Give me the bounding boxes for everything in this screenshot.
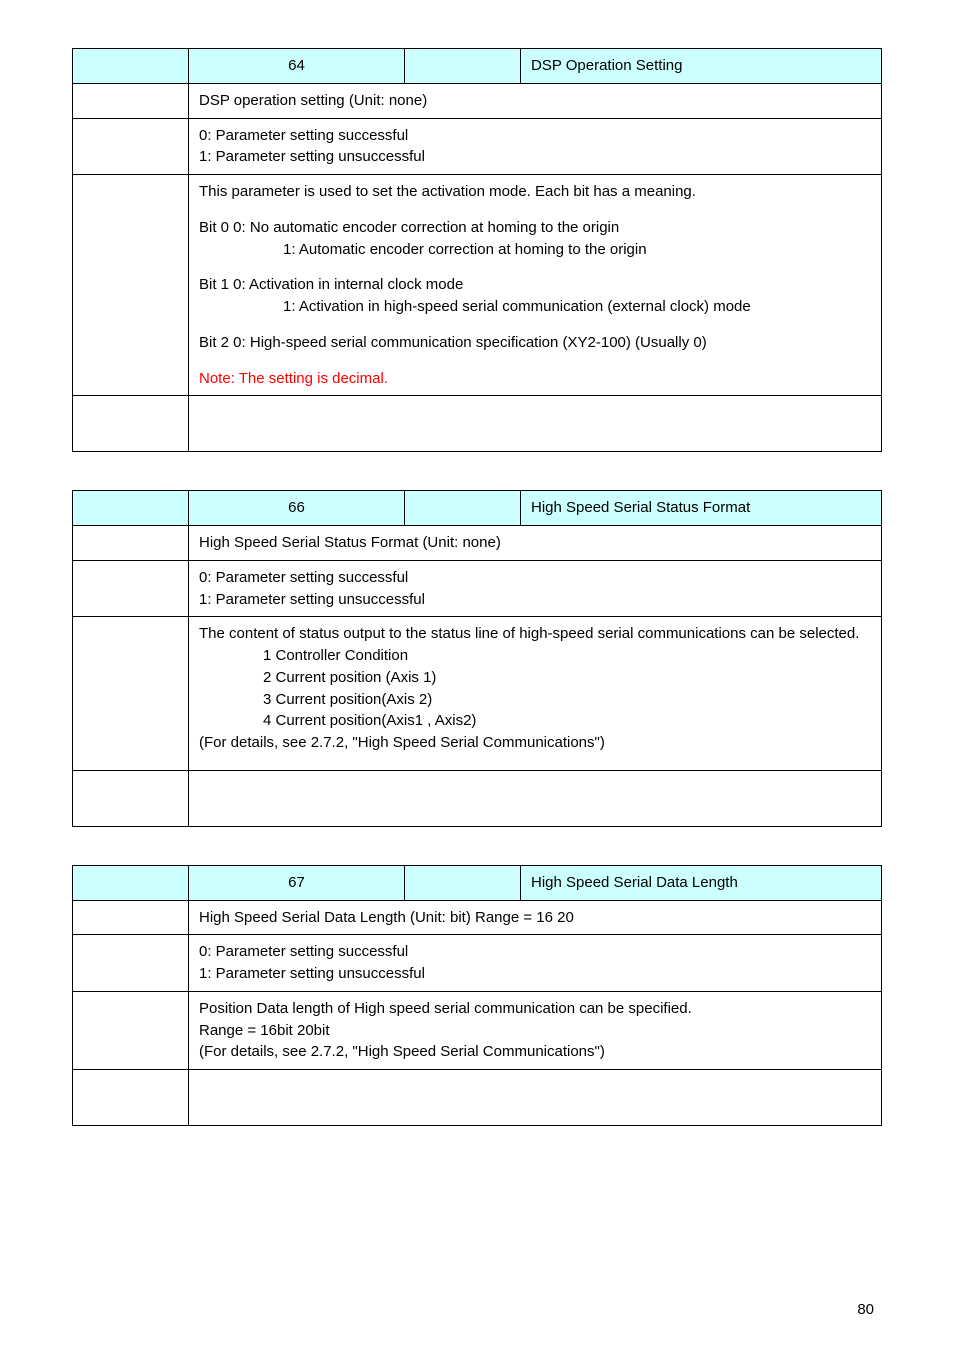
status-cell: 0: Parameter setting successful 1: Param… bbox=[189, 118, 882, 175]
unit-cell: DSP operation setting (Unit: none) bbox=[189, 83, 882, 118]
status-success: 0: Parameter setting successful bbox=[199, 941, 871, 963]
row-label bbox=[73, 560, 189, 617]
empty-cell bbox=[189, 396, 882, 452]
row-label bbox=[73, 175, 189, 396]
row-label bbox=[73, 900, 189, 935]
row-label bbox=[73, 83, 189, 118]
row-label bbox=[73, 1070, 189, 1126]
row-label bbox=[73, 617, 189, 771]
table-row: The content of status output to the stat… bbox=[73, 617, 882, 771]
table-row: 0: Parameter setting successful 1: Param… bbox=[73, 560, 882, 617]
row-label bbox=[73, 770, 189, 826]
desc-line2: Range = 16bit 20bit bbox=[199, 1020, 871, 1042]
status-cell: 0: Parameter setting successful 1: Param… bbox=[189, 935, 882, 992]
header-empty-mid bbox=[405, 865, 521, 900]
header-empty-left bbox=[73, 865, 189, 900]
table-row bbox=[73, 396, 882, 452]
desc-intro: This parameter is used to set the activa… bbox=[199, 181, 871, 203]
table-header-row: 66 High Speed Serial Status Format bbox=[73, 491, 882, 526]
unit-cell: High Speed Serial Data Length (Unit: bit… bbox=[189, 900, 882, 935]
table-header-row: 67 High Speed Serial Data Length bbox=[73, 865, 882, 900]
desc-footer: (For details, see 2.7.2, "High Speed Ser… bbox=[199, 732, 871, 754]
empty-cell bbox=[189, 1070, 882, 1126]
description-cell: This parameter is used to set the activa… bbox=[189, 175, 882, 396]
spacer bbox=[199, 260, 871, 274]
header-param-number: 66 bbox=[189, 491, 405, 526]
bit1-line2: 1: Activation in high-speed serial commu… bbox=[199, 296, 871, 318]
table-row: This parameter is used to set the activa… bbox=[73, 175, 882, 396]
desc-line1: Position Data length of High speed seria… bbox=[199, 998, 871, 1020]
page-number: 80 bbox=[857, 1301, 874, 1318]
header-param-title: DSP Operation Setting bbox=[521, 49, 882, 84]
description-cell: Position Data length of High speed seria… bbox=[189, 991, 882, 1069]
table-row: DSP operation setting (Unit: none) bbox=[73, 83, 882, 118]
spacer bbox=[199, 354, 871, 368]
note-text: Note: The setting is decimal. bbox=[199, 368, 871, 390]
table-64: 64 DSP Operation Setting DSP operation s… bbox=[72, 48, 882, 452]
unit-cell: High Speed Serial Status Format (Unit: n… bbox=[189, 526, 882, 561]
table-row: 0: Parameter setting successful 1: Param… bbox=[73, 118, 882, 175]
table-row bbox=[73, 1070, 882, 1126]
header-param-title: High Speed Serial Status Format bbox=[521, 491, 882, 526]
desc-line3: (For details, see 2.7.2, "High Speed Ser… bbox=[199, 1041, 871, 1063]
header-empty-left bbox=[73, 491, 189, 526]
status-failure: 1: Parameter setting unsuccessful bbox=[199, 146, 871, 168]
bit0-line1: Bit 0 0: No automatic encoder correction… bbox=[199, 217, 871, 239]
status-cell: 0: Parameter setting successful 1: Param… bbox=[189, 560, 882, 617]
desc-intro: The content of status output to the stat… bbox=[199, 623, 871, 645]
bit0-line2: 1: Automatic encoder correction at homin… bbox=[199, 239, 871, 261]
status-failure: 1: Parameter setting unsuccessful bbox=[199, 963, 871, 985]
list-item-3: 3 Current position(Axis 2) bbox=[199, 689, 871, 711]
status-failure: 1: Parameter setting unsuccessful bbox=[199, 589, 871, 611]
status-success: 0: Parameter setting successful bbox=[199, 125, 871, 147]
table-67: 67 High Speed Serial Data Length High Sp… bbox=[72, 865, 882, 1126]
header-empty-mid bbox=[405, 491, 521, 526]
spacer bbox=[199, 318, 871, 332]
table-row: High Speed Serial Status Format (Unit: n… bbox=[73, 526, 882, 561]
table-row: 0: Parameter setting successful 1: Param… bbox=[73, 935, 882, 992]
table-row: Position Data length of High speed seria… bbox=[73, 991, 882, 1069]
spacer bbox=[199, 203, 871, 217]
table-header-row: 64 DSP Operation Setting bbox=[73, 49, 882, 84]
bit2-line: Bit 2 0: High-speed serial communication… bbox=[199, 332, 871, 354]
row-label bbox=[73, 118, 189, 175]
parameter-table-66: 66 High Speed Serial Status Format High … bbox=[72, 490, 882, 827]
parameter-table-64: 64 DSP Operation Setting DSP operation s… bbox=[72, 48, 882, 452]
parameter-table-67: 67 High Speed Serial Data Length High Sp… bbox=[72, 865, 882, 1126]
header-param-title: High Speed Serial Data Length bbox=[521, 865, 882, 900]
table-66: 66 High Speed Serial Status Format High … bbox=[72, 490, 882, 827]
header-empty-mid bbox=[405, 49, 521, 84]
list-item-1: 1 Controller Condition bbox=[199, 645, 871, 667]
table-row bbox=[73, 770, 882, 826]
list-item-4: 4 Current position(Axis1 , Axis2) bbox=[199, 710, 871, 732]
row-label bbox=[73, 526, 189, 561]
description-cell: The content of status output to the stat… bbox=[189, 617, 882, 771]
header-param-number: 67 bbox=[189, 865, 405, 900]
row-label bbox=[73, 396, 189, 452]
empty-cell bbox=[189, 770, 882, 826]
status-success: 0: Parameter setting successful bbox=[199, 567, 871, 589]
row-label bbox=[73, 935, 189, 992]
header-empty-left bbox=[73, 49, 189, 84]
table-row: High Speed Serial Data Length (Unit: bit… bbox=[73, 900, 882, 935]
row-label bbox=[73, 991, 189, 1069]
spacer bbox=[199, 754, 871, 764]
header-param-number: 64 bbox=[189, 49, 405, 84]
bit1-line1: Bit 1 0: Activation in internal clock mo… bbox=[199, 274, 871, 296]
list-item-2: 2 Current position (Axis 1) bbox=[199, 667, 871, 689]
